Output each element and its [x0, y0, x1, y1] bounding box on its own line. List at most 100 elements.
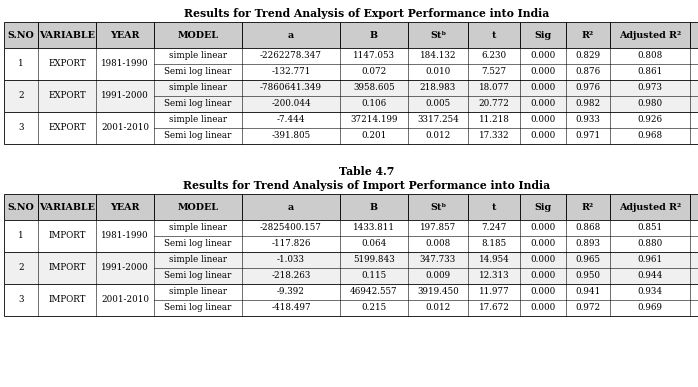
Bar [154, 194, 242, 220]
Text: 0.000: 0.000 [530, 51, 556, 60]
Text: simple linear: simple linear [169, 84, 227, 92]
Text: Adjusted R²: Adjusted R² [619, 202, 681, 212]
Text: 1147.053: 1147.053 [353, 51, 395, 60]
Text: 0.000: 0.000 [530, 132, 556, 140]
Bar [520, 194, 566, 220]
Text: 0.808: 0.808 [637, 51, 662, 60]
Text: Table 4.7: Table 4.7 [339, 166, 394, 177]
Bar [4, 48, 698, 80]
Bar [4, 284, 698, 316]
Text: B: B [370, 202, 378, 212]
Text: R²: R² [582, 202, 594, 212]
Text: 0.215: 0.215 [362, 303, 387, 312]
Text: IMPORT: IMPORT [48, 264, 86, 272]
Text: VARIABLE: VARIABLE [39, 31, 95, 39]
Bar [468, 194, 520, 220]
Text: 0.968: 0.968 [637, 132, 662, 140]
Bar [4, 22, 38, 48]
Bar [4, 284, 698, 316]
Text: 0.000: 0.000 [530, 115, 556, 125]
Text: 0.861: 0.861 [637, 67, 662, 77]
Text: 0.969: 0.969 [637, 303, 662, 312]
Text: EXPORT: EXPORT [48, 91, 86, 101]
Bar [468, 22, 520, 48]
Bar [4, 220, 698, 252]
Text: Semi log linear: Semi log linear [164, 99, 232, 108]
Text: 0.941: 0.941 [575, 288, 600, 296]
Text: 3317.254: 3317.254 [417, 115, 459, 125]
Bar [610, 22, 690, 48]
Bar [96, 22, 154, 48]
Text: 0.965: 0.965 [575, 255, 600, 264]
Text: 0.000: 0.000 [530, 240, 556, 248]
Text: 46942.557: 46942.557 [350, 288, 398, 296]
Text: 197.857: 197.857 [420, 224, 456, 233]
Bar [4, 252, 698, 284]
Text: 3: 3 [18, 123, 24, 132]
Text: Semi log linear: Semi log linear [164, 272, 232, 281]
Bar [566, 22, 610, 48]
Text: 18.077: 18.077 [479, 84, 510, 92]
Text: 37214.199: 37214.199 [350, 115, 398, 125]
Text: 0.072: 0.072 [362, 67, 387, 77]
Bar [4, 112, 698, 144]
Text: Semi log linear: Semi log linear [164, 67, 232, 77]
Text: 0.012: 0.012 [425, 132, 451, 140]
Text: -9.392: -9.392 [277, 288, 305, 296]
Text: 347.733: 347.733 [420, 255, 456, 264]
Text: simple linear: simple linear [169, 224, 227, 233]
Text: 7.247: 7.247 [482, 224, 507, 233]
Text: -2262278.347: -2262278.347 [260, 51, 322, 60]
Text: 1981-1990: 1981-1990 [101, 231, 149, 240]
Bar [340, 194, 408, 220]
Text: 0.008: 0.008 [425, 240, 451, 248]
Bar [340, 22, 408, 48]
Text: 0.000: 0.000 [530, 272, 556, 281]
Text: 0.009: 0.009 [426, 272, 451, 281]
Text: 0.000: 0.000 [530, 288, 556, 296]
Bar [242, 22, 340, 48]
Bar [4, 220, 698, 252]
Text: Stᵇ: Stᵇ [430, 202, 446, 212]
Text: 3919.450: 3919.450 [417, 288, 459, 296]
Text: 184.132: 184.132 [419, 51, 456, 60]
Text: 0.982: 0.982 [575, 99, 600, 108]
Text: Sig: Sig [535, 31, 551, 39]
Bar [4, 80, 698, 112]
Text: 12.313: 12.313 [479, 272, 510, 281]
Text: 0.064: 0.064 [362, 240, 387, 248]
Text: 0.972: 0.972 [575, 303, 600, 312]
Text: 0.973: 0.973 [637, 84, 662, 92]
Text: IMPORT: IMPORT [48, 231, 86, 240]
Text: 0.876: 0.876 [575, 67, 600, 77]
Text: S.NO: S.NO [8, 202, 34, 212]
Text: t: t [492, 202, 496, 212]
Text: 0.106: 0.106 [362, 99, 387, 108]
Text: IMPORT: IMPORT [48, 296, 86, 305]
Text: simple linear: simple linear [169, 115, 227, 125]
Text: Adjusted R²: Adjusted R² [619, 31, 681, 39]
Text: 0.944: 0.944 [637, 272, 662, 281]
Text: -7.444: -7.444 [276, 115, 305, 125]
Text: 7.527: 7.527 [482, 67, 507, 77]
Text: Sig: Sig [535, 202, 551, 212]
Text: -2825400.157: -2825400.157 [260, 224, 322, 233]
Text: R²: R² [582, 31, 594, 39]
Bar [4, 80, 698, 112]
Text: 2: 2 [18, 91, 24, 101]
Text: 0.005: 0.005 [426, 99, 451, 108]
Text: YEAR: YEAR [110, 31, 140, 39]
Bar [154, 22, 242, 48]
Text: -418.497: -418.497 [272, 303, 311, 312]
Bar [4, 112, 698, 144]
Text: -218.263: -218.263 [272, 272, 311, 281]
Text: S.NO: S.NO [8, 31, 34, 39]
Text: 0.934: 0.934 [637, 288, 662, 296]
Text: VARIABLE: VARIABLE [39, 202, 95, 212]
Text: 3958.605: 3958.605 [353, 84, 395, 92]
Text: 2001-2010: 2001-2010 [101, 123, 149, 132]
Text: 0.000: 0.000 [530, 255, 556, 264]
Text: MODEL: MODEL [177, 31, 218, 39]
Text: 8.185: 8.185 [482, 240, 507, 248]
Text: 0.851: 0.851 [637, 224, 662, 233]
